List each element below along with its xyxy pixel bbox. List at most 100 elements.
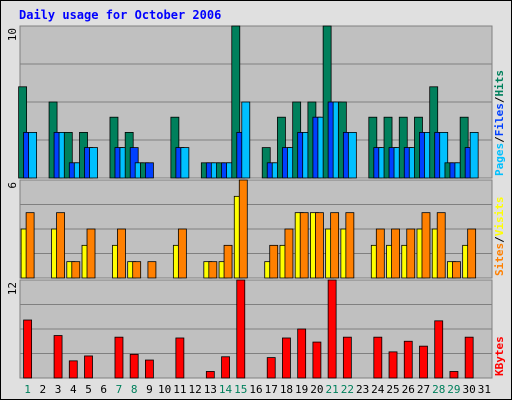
bar-kbytes-day-24 [373,336,383,379]
bar-kbytes-day-7 [114,336,124,379]
bar-kbytes-day-4 [68,360,78,379]
legend-entry-hits: Hits [493,70,506,97]
bar-sites-day-26 [406,228,416,279]
bar-sites-day-7 [117,228,126,279]
x-tick-label-day-26: 26 [402,383,415,396]
bar-sites-day-5 [86,228,96,279]
x-tick-label-day-17: 17 [265,383,278,396]
panel-sites-visits: 6 Sites/Visits [6,179,506,279]
legend-hits-files-pages: Pages/Files/Hits [493,70,506,176]
x-tick-label-day-5: 5 [85,383,92,396]
x-tick-label-day-29: 29 [447,383,460,396]
bar-sites-day-14 [223,244,233,279]
bar-kbytes-day-27 [419,345,428,379]
bar-sites-day-27 [421,212,431,279]
bar-kbytes-day-30 [464,336,474,379]
x-tick-label-day-14: 14 [219,383,233,396]
x-tick-label-day-18: 18 [280,383,293,396]
bar-kbytes-day-9 [145,359,154,379]
bar-pages-day-11 [180,147,190,179]
legend-entry-sites: Sites [493,243,506,276]
bar-sites-day-9 [147,261,157,279]
x-tick-label-day-11: 11 [173,383,186,396]
legend-entry-files: Files [493,103,506,136]
x-tick-label-day-8: 8 [131,383,138,396]
bar-pages-day-30 [469,131,479,179]
bar-pages-day-1 [28,131,38,179]
bar-sites-day-24 [375,228,385,279]
bar-kbytes-day-13 [205,371,215,379]
x-tick-label-day-16: 16 [249,383,262,396]
x-tick-label-day-1: 1 [24,383,31,396]
x-tick-label-day-6: 6 [100,383,107,396]
y-tick-label: 10 [6,28,19,41]
bar-kbytes-day-1 [23,319,33,379]
bar-kbytes-day-28 [434,320,444,379]
x-tick-label-day-2: 2 [40,383,47,396]
bar-kbytes-day-26 [403,340,413,379]
x-tick-label-day-7: 7 [116,383,123,396]
bar-kbytes-day-3 [53,335,63,379]
panel-kbytes: 12 KBytes [6,279,506,379]
x-tick-label-day-21: 21 [326,383,339,396]
bar-sites-day-29 [452,261,461,279]
bar-kbytes-day-25 [388,351,398,379]
chart-title: Daily usage for October 2006 [19,8,221,22]
bar-kbytes-day-18 [282,337,291,379]
bar-kbytes-day-8 [129,353,139,379]
bar-sites-day-17 [269,244,279,279]
x-tick-label-day-19: 19 [295,383,308,396]
x-tick-label-day-13: 13 [204,383,217,396]
legend-entry-visits: Visits [493,197,506,237]
x-tick-label-day-12: 12 [188,383,201,396]
x-tick-label-day-9: 9 [146,383,153,396]
y-tick-label: 6 [6,182,19,189]
bar-pages-day-5 [89,147,98,179]
bar-kbytes-day-21 [327,279,337,379]
bar-sites-day-18 [284,228,294,279]
bar-sites-day-13 [208,261,218,279]
bar-pages-day-28 [439,131,449,179]
bar-sites-day-8 [132,261,142,279]
bar-sites-day-11 [177,228,187,279]
x-tick-label-day-27: 27 [417,383,430,396]
legend-kbytes: KBytes [493,336,506,376]
x-tick-label-day-20: 20 [310,383,323,396]
x-tick-label-day-3: 3 [55,383,62,396]
bar-kbytes-day-29 [449,371,459,379]
bar-kbytes-day-14 [221,356,230,379]
x-tick-label-day-25: 25 [386,383,399,396]
legend-separator: / [493,96,506,103]
x-tick-label-day-31: 31 [478,383,491,396]
bar-files-day-9 [145,162,154,179]
bar-sites-day-3 [56,212,65,279]
x-tick-label-day-30: 30 [463,383,476,396]
bar-sites-day-28 [436,212,446,279]
x-tick-label-day-24: 24 [371,383,385,396]
legend-sites-visits: Sites/Visits [493,197,506,277]
legend-separator: / [493,236,506,243]
x-tick-label-day-22: 22 [341,383,354,396]
bar-sites-day-4 [71,261,81,279]
x-tick-label-day-10: 10 [158,383,171,396]
bar-kbytes-day-22 [342,336,352,379]
bar-kbytes-day-17 [266,357,276,379]
x-tick-label-day-4: 4 [70,383,77,396]
bar-sites-day-20 [315,212,324,279]
x-tick-label-day-15: 15 [234,383,247,396]
legend-entry-kbytes: KBytes [493,336,506,376]
bar-hits-day-4 [63,131,73,179]
x-axis: 1 2 3 4 5 6 7 8 9 10 11 12 13 14 15 16 17 18 19 20 21 22 23 24 2… [24,383,491,396]
bar-sites-day-30 [467,228,477,279]
bar-sites-day-25 [391,228,400,279]
bar-hits-day-15 [231,25,241,179]
bar-kbytes-day-20 [312,341,322,379]
bar-sites-day-21 [330,212,340,279]
x-tick-label-day-28: 28 [432,383,445,396]
legend-entry-pages: Pages [493,143,506,176]
bar-sites-day-19 [299,212,309,279]
